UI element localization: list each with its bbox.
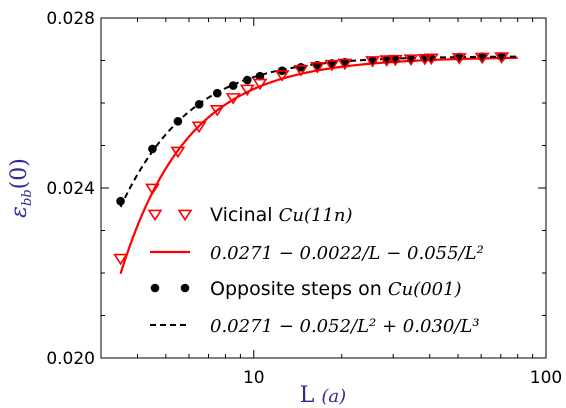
data-point-vicinal <box>324 59 340 72</box>
data-point-opposite <box>255 71 265 81</box>
data-point-opposite <box>194 99 204 109</box>
data-point-vicinal <box>309 62 325 74</box>
data-point-opposite <box>148 144 157 154</box>
data-point-vicinal <box>423 53 439 66</box>
legend-marker-vicinal <box>177 209 193 222</box>
data-point-vicinal <box>144 183 160 196</box>
y-tick-label: 0.028 <box>46 9 95 29</box>
legend-marker-opposite <box>150 283 160 293</box>
svg-text:εbb(0): εbb(0) <box>7 158 35 218</box>
data-point-vicinal <box>191 121 207 134</box>
data-point-opposite <box>212 88 222 98</box>
legend-label: Opposite steps on Cu(001) <box>210 278 462 300</box>
axis-ticks: 10 100 0.020 0.024 0.028 <box>46 9 562 388</box>
legend-marker-opposite <box>180 283 190 293</box>
data-point-opposite <box>242 75 252 85</box>
x-axis-label: L (a) <box>300 383 346 408</box>
data-point-vicinal <box>274 70 290 82</box>
data-point-vicinal <box>474 52 490 65</box>
y-axis-label: εbb(0) <box>7 158 35 218</box>
data-point-vicinal <box>252 78 268 91</box>
data-point-opposite <box>173 116 183 126</box>
data-point-vicinal <box>239 84 255 97</box>
fit-curve-vicinal <box>119 56 518 275</box>
plot-area <box>113 52 518 275</box>
legend-label: Vicinal Cu(11n) <box>210 204 353 226</box>
data-point-vicinal <box>379 55 395 67</box>
data-point-vicinal <box>387 54 403 67</box>
x-tick-label: 10 <box>243 368 265 388</box>
legend-label: 0.0271 − 0.0022/L − 0.055/L² <box>210 243 484 264</box>
data-point-vicinal <box>170 146 186 159</box>
legend-label: 0.0271 − 0.052/L² + 0.030/L³ <box>210 316 480 337</box>
data-point-vicinal <box>494 52 510 64</box>
data-point-vicinal <box>451 53 467 65</box>
data-point-vicinal <box>403 54 419 66</box>
data-point-opposite <box>116 196 125 206</box>
data-point-opposite <box>228 81 238 90</box>
legend: Vicinal Cu(11n) 0.0271 − 0.0022/L − 0.055… <box>147 204 484 337</box>
data-point-vicinal <box>365 56 381 68</box>
fit-curve-opposite <box>119 55 518 208</box>
data-point-vicinal <box>113 253 129 266</box>
data-point-vicinal <box>209 104 225 117</box>
data-point-vicinal <box>225 93 241 105</box>
legend-marker-vicinal <box>147 209 163 222</box>
y-tick-label: 0.020 <box>46 349 95 369</box>
data-point-vicinal <box>293 65 309 77</box>
data-point-vicinal <box>337 58 353 71</box>
y-tick-label: 0.024 <box>46 179 95 199</box>
x-tick-label: 100 <box>530 368 562 388</box>
